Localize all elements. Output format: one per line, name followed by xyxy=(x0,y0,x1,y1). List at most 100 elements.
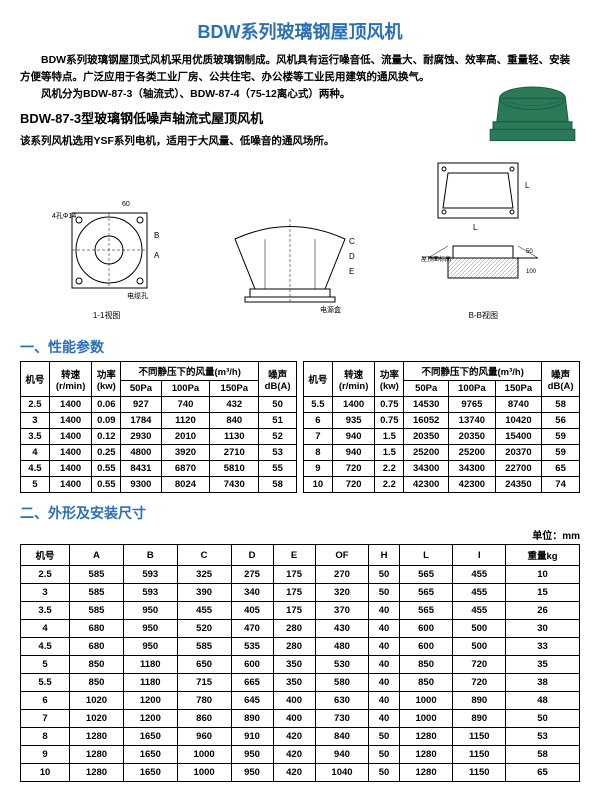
table-cell: 850 xyxy=(70,656,124,674)
table-cell: 580 xyxy=(315,674,369,692)
table-cell: 56 xyxy=(542,413,580,429)
table-cell: 0.12 xyxy=(92,429,121,445)
table-cell: 4800 xyxy=(121,445,161,461)
col-50pa: 50Pa xyxy=(121,381,161,397)
table-cell: 3.5 xyxy=(21,429,50,445)
col-header: 重量kg xyxy=(506,545,580,566)
diagram-top-section: L L 屋顶面标高 50 100 B-B视图 xyxy=(418,158,548,321)
col-power: 功率 (kw) xyxy=(92,362,121,397)
table-cell: 320 xyxy=(315,584,369,602)
table-cell: 1020 xyxy=(70,692,124,710)
table-cell: 480 xyxy=(315,638,369,656)
table-cell: 1280 xyxy=(70,728,124,746)
table-cell: 1650 xyxy=(123,728,177,746)
table-cell: 927 xyxy=(121,397,161,413)
table-cell: 720 xyxy=(453,674,506,692)
table-cell: 1120 xyxy=(161,413,210,429)
col-header: L xyxy=(399,545,453,566)
col-header: E xyxy=(273,545,315,566)
table-cell: 780 xyxy=(177,692,231,710)
col-100pa: 100Pa xyxy=(161,381,210,397)
svg-text:B: B xyxy=(154,231,159,240)
col-model: 机号 xyxy=(21,362,50,397)
table-cell: 8 xyxy=(304,445,333,461)
table-cell: 600 xyxy=(399,620,453,638)
table-cell: 1000 xyxy=(177,746,231,764)
table-cell: 565 xyxy=(399,584,453,602)
table-cell: 270 xyxy=(315,566,369,584)
col-50pa: 50Pa xyxy=(404,381,449,397)
col-150pa: 150Pa xyxy=(495,381,542,397)
table-cell: 585 xyxy=(177,638,231,656)
table-row: 812801650960910420840501280115053 xyxy=(21,728,580,746)
section-performance: 一、性能参数 xyxy=(20,337,580,357)
table-cell: 950 xyxy=(123,602,177,620)
svg-text:电源盒: 电源盒 xyxy=(320,305,341,314)
table-cell: 25200 xyxy=(449,445,496,461)
diagram-label-1: 1-1视图 xyxy=(52,310,162,321)
table-cell: 910 xyxy=(231,728,273,746)
perf-table-left: 机号 转速 (r/min) 功率 (kw) 不同静压下的风量(m³/h) 噪声 … xyxy=(20,361,297,493)
diagram-front-view: 4孔Φ14 60 电缆孔 B A 1-1视图 xyxy=(52,198,162,321)
table-cell: 5 xyxy=(21,656,70,674)
col-header: 机号 xyxy=(21,545,70,566)
table-cell: 8431 xyxy=(121,461,161,477)
table-cell: 3 xyxy=(21,584,70,602)
table-cell: 15400 xyxy=(495,429,542,445)
table-cell: 0.75 xyxy=(375,397,404,413)
table-cell: 22700 xyxy=(495,461,542,477)
table-row: 4.514000.5584316870581055 xyxy=(21,461,297,477)
table-cell: 5810 xyxy=(210,461,259,477)
table-cell: 593 xyxy=(123,584,177,602)
product-illustration xyxy=(485,70,580,150)
table-cell: 35 xyxy=(506,656,580,674)
table-row: 89401.525200252002037059 xyxy=(304,445,580,461)
table-cell: 950 xyxy=(123,620,177,638)
table-cell: 890 xyxy=(453,692,506,710)
table-cell: 2.5 xyxy=(21,397,50,413)
table-cell: 275 xyxy=(231,566,273,584)
svg-text:C: C xyxy=(349,237,355,246)
table-cell: 50 xyxy=(369,764,399,782)
table-cell: 1280 xyxy=(399,746,453,764)
table-cell: 20350 xyxy=(449,429,496,445)
col-power: 功率 (kw) xyxy=(375,362,404,397)
table-cell: 400 xyxy=(273,710,315,728)
table-cell: 1400 xyxy=(49,477,92,493)
table-cell: 1000 xyxy=(399,710,453,728)
table-cell: 59 xyxy=(542,429,580,445)
table-cell: 470 xyxy=(231,620,273,638)
table-cell: 850 xyxy=(399,674,453,692)
table-row: 35855933903401753205056545515 xyxy=(21,584,580,602)
table-cell: 6 xyxy=(21,692,70,710)
table-cell: 6 xyxy=(304,413,333,429)
table-cell: 720 xyxy=(453,656,506,674)
table-cell: 1784 xyxy=(121,413,161,429)
table-cell: 520 xyxy=(177,620,231,638)
table-row: 3.514000.1229302010113052 xyxy=(21,429,297,445)
table-cell: 430 xyxy=(315,620,369,638)
table-cell: 325 xyxy=(177,566,231,584)
col-speed: 转速 (r/min) xyxy=(49,362,92,397)
table-cell: 65 xyxy=(506,764,580,782)
col-header: B xyxy=(123,545,177,566)
table-cell: 940 xyxy=(315,746,369,764)
table-cell: 950 xyxy=(231,764,273,782)
table-cell: 25200 xyxy=(404,445,449,461)
table-cell: 20370 xyxy=(495,445,542,461)
svg-text:A: A xyxy=(154,251,160,260)
table-cell: 455 xyxy=(453,584,506,602)
svg-text:50: 50 xyxy=(526,249,533,255)
col-flow: 不同静压下的风量(m³/h) xyxy=(121,362,259,381)
diagram-label-3: B-B视图 xyxy=(418,310,548,321)
svg-text:L: L xyxy=(525,181,530,190)
table-cell: 3920 xyxy=(161,445,210,461)
svg-text:L: L xyxy=(473,223,478,232)
svg-text:E: E xyxy=(349,267,354,276)
col-100pa: 100Pa xyxy=(449,381,496,397)
diagram-row: 4孔Φ14 60 电缆孔 B A 1-1视图 C D E xyxy=(20,158,580,321)
table-cell: 1180 xyxy=(123,674,177,692)
performance-tables: 机号 转速 (r/min) 功率 (kw) 不同静压下的风量(m³/h) 噪声 … xyxy=(20,361,580,493)
table-row: 79401.520350203501540059 xyxy=(304,429,580,445)
perf-table-right: 机号 转速 (r/min) 功率 (kw) 不同静压下的风量(m³/h) 噪声 … xyxy=(303,361,580,493)
